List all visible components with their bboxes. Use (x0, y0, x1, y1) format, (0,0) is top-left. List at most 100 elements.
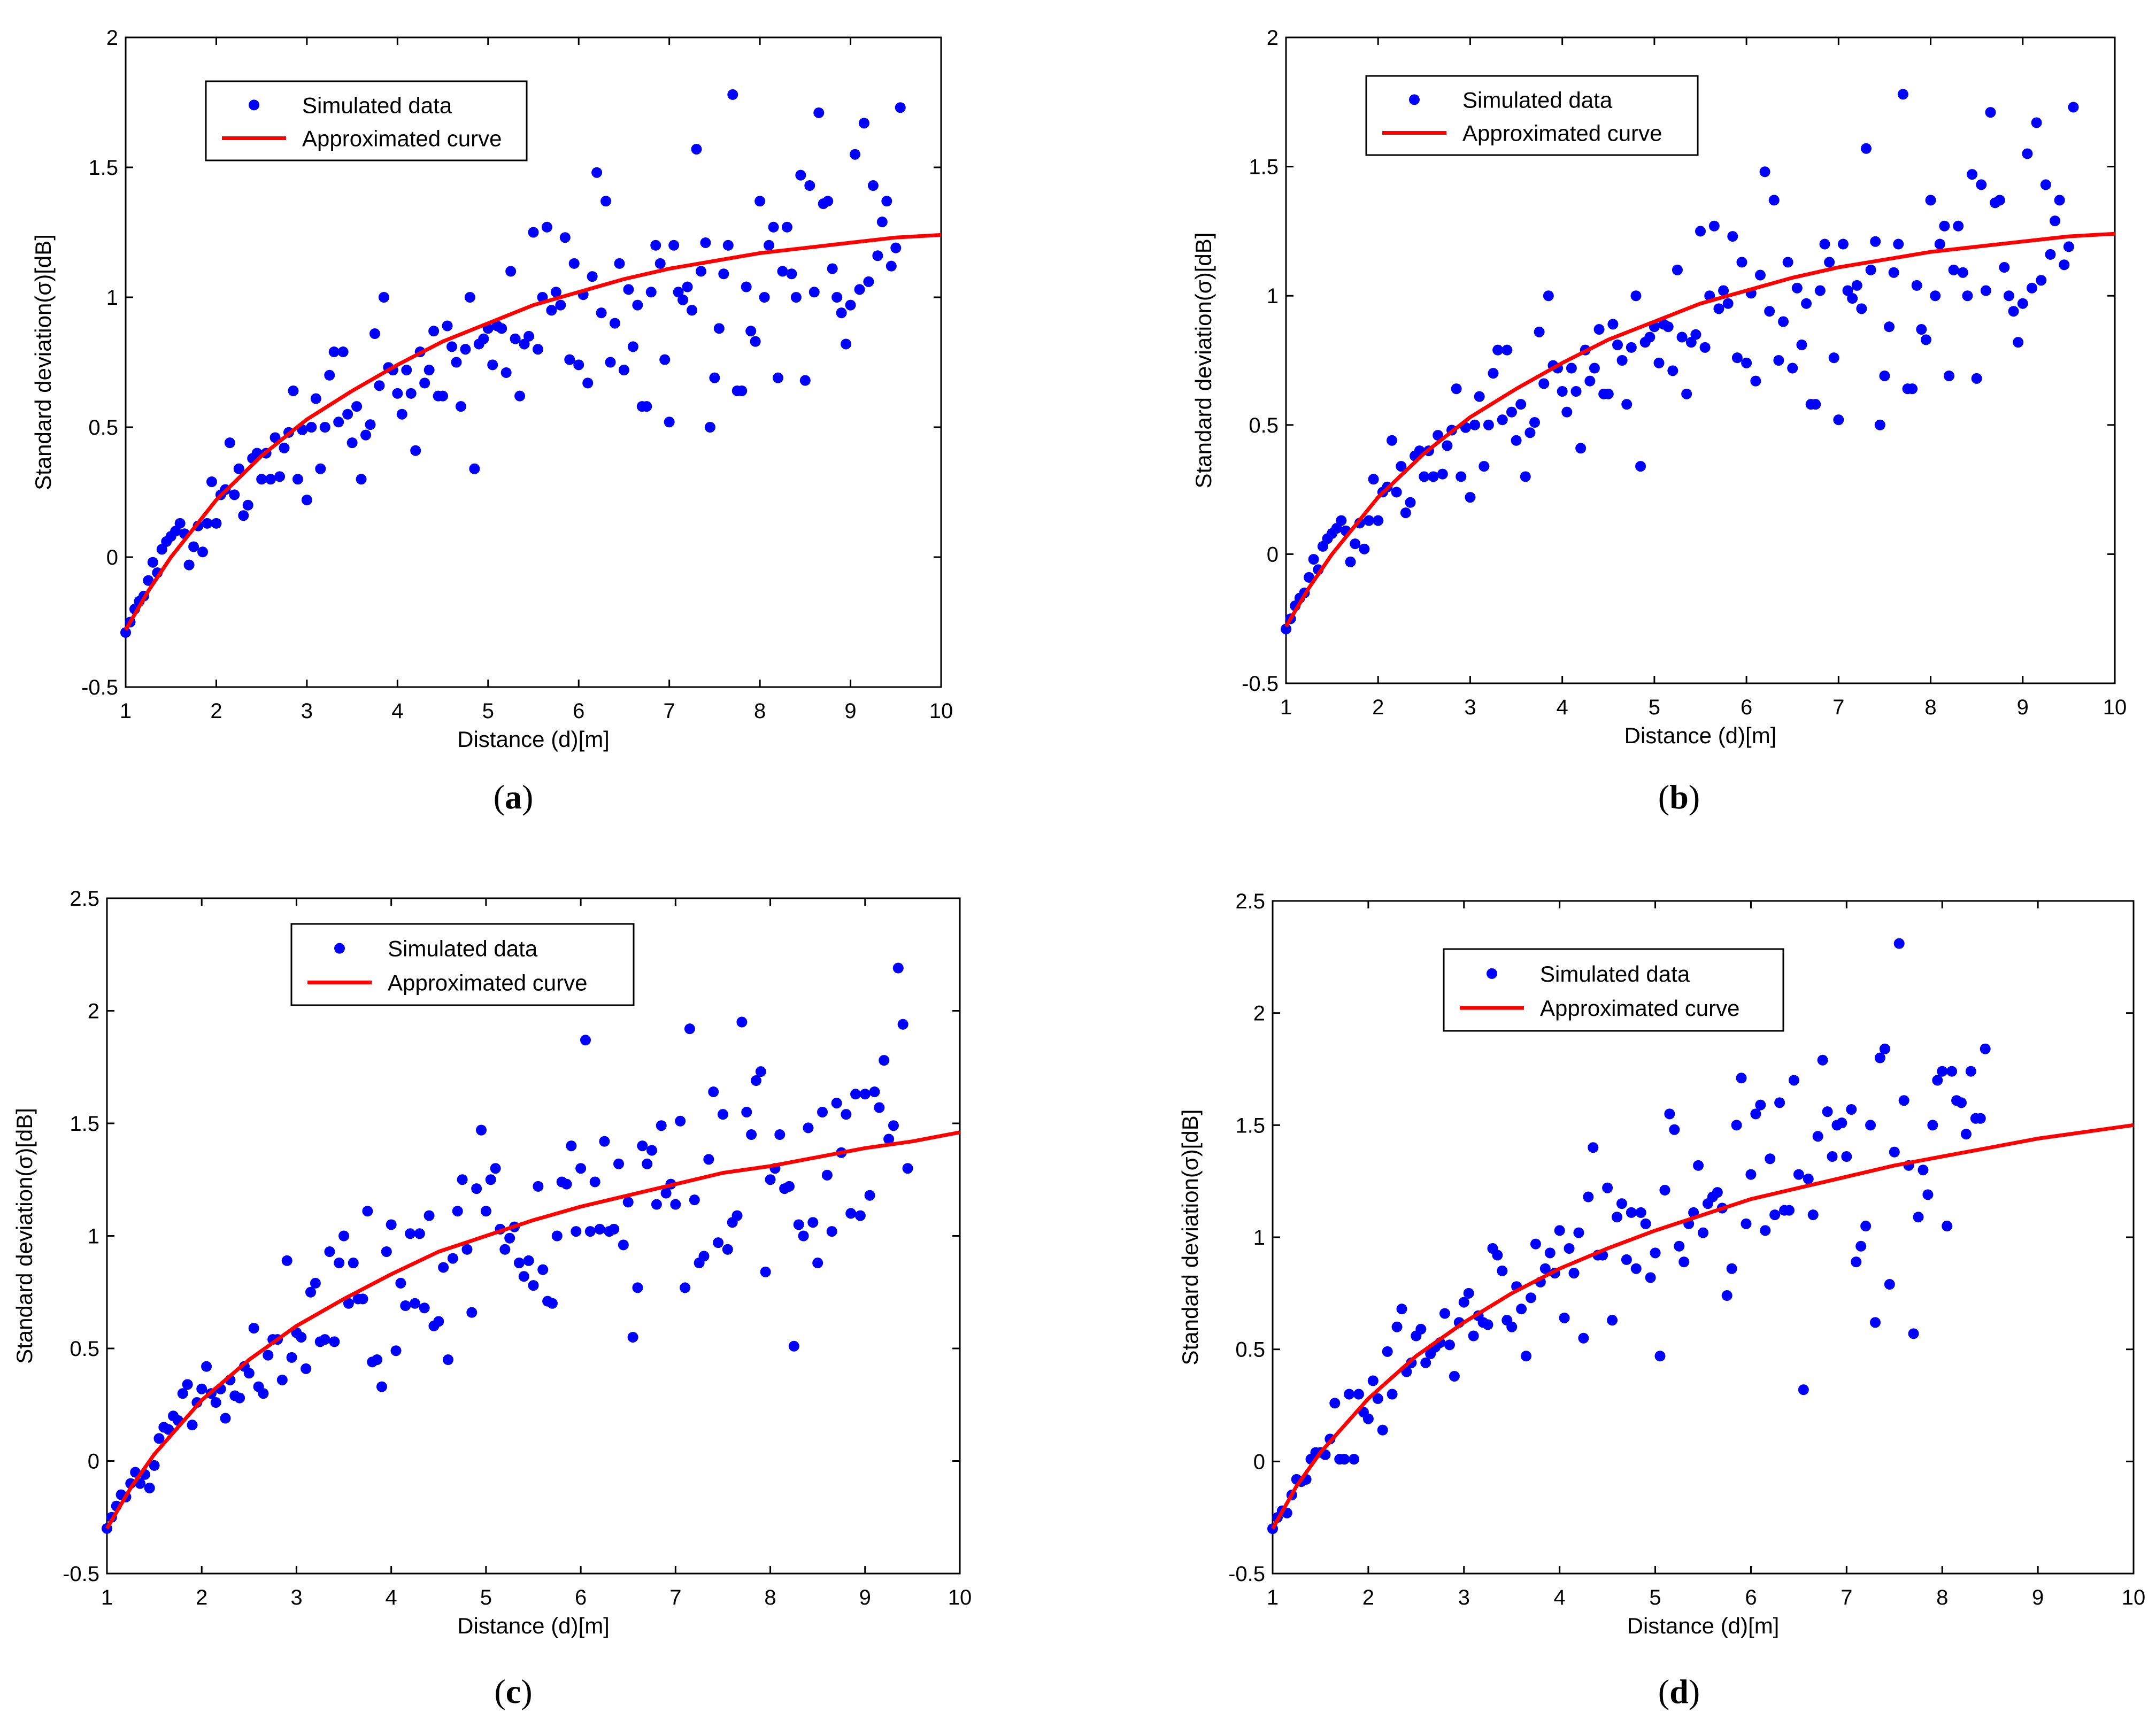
data-point (680, 1282, 691, 1293)
x-tick-label: 8 (1924, 696, 1936, 719)
x-tick-label: 7 (669, 1586, 681, 1609)
legend-box (205, 80, 528, 161)
data-point (1782, 257, 1793, 268)
data-point (533, 1181, 544, 1192)
y-tick-label: -0.5 (63, 1562, 99, 1586)
x-tick-label: 2 (1362, 1586, 1374, 1609)
legend-marker-simulated (334, 943, 345, 954)
data-point (351, 401, 363, 412)
data-point (555, 299, 566, 311)
data-point (1653, 357, 1665, 368)
data-point (881, 196, 892, 207)
data-point (722, 240, 734, 251)
data-point (1793, 1169, 1804, 1180)
data-point (795, 169, 806, 181)
data-point (1976, 179, 1987, 190)
data-point (700, 237, 711, 248)
data-point (622, 1197, 634, 1208)
y-tick-label: 0 (88, 1450, 99, 1474)
data-point (781, 221, 792, 233)
data-point (233, 463, 244, 474)
data-point (888, 1120, 899, 1131)
data-point (446, 341, 457, 352)
data-point (310, 1277, 321, 1289)
data-point (1468, 1330, 1479, 1341)
data-point (202, 518, 213, 529)
y-tick-label: 0.5 (1249, 414, 1279, 437)
x-tick-label: 9 (2032, 1586, 2044, 1609)
data-point (600, 196, 612, 207)
data-point (573, 359, 584, 371)
data-point (243, 1368, 255, 1379)
data-point (641, 401, 652, 412)
data-point (1534, 326, 1545, 337)
data-point (478, 333, 489, 344)
data-point (695, 266, 706, 277)
data-point (1814, 285, 1826, 296)
data-point (596, 307, 607, 319)
data-point (677, 294, 689, 305)
y-tick-label: 1.5 (1249, 156, 1279, 179)
data-point (1937, 1066, 1948, 1077)
data-point (812, 1258, 823, 1269)
data-point (438, 1262, 449, 1273)
data-point (1727, 231, 1738, 242)
data-point (343, 1298, 354, 1309)
data-point (1669, 1124, 1680, 1135)
data-point (879, 1055, 890, 1066)
data-point (1731, 1120, 1742, 1131)
data-point (234, 1392, 245, 1404)
legend: Simulated data Approximated curve (1365, 75, 1699, 156)
data-point (1644, 331, 1656, 343)
x-tick-label: 5 (1649, 1586, 1661, 1609)
data-point (1526, 1292, 1536, 1304)
data-point (1474, 391, 1485, 402)
data-point (1927, 1120, 1938, 1131)
data-point (1520, 471, 1531, 482)
data-point (618, 365, 629, 376)
x-tick-label: 1 (1267, 1586, 1279, 1609)
series-approximated-curve (124, 233, 942, 631)
data-point (1967, 169, 1978, 180)
data-point (333, 417, 344, 428)
data-point (428, 326, 440, 337)
legend-label-approximated: Approximated curve (1540, 996, 1740, 1021)
panel-caption: (a) (494, 778, 534, 816)
data-point (627, 341, 638, 352)
data-point (1788, 1075, 1799, 1086)
data-point (528, 1280, 539, 1291)
data-point (1750, 1108, 1761, 1120)
data-point (1897, 89, 1908, 100)
data-point (1465, 492, 1476, 503)
data-point (1616, 355, 1628, 366)
data-point (120, 627, 131, 638)
data-point (876, 217, 888, 228)
data-point (153, 1433, 165, 1444)
data-point (1449, 1370, 1460, 1382)
data-point (419, 1302, 430, 1314)
data-point (745, 326, 757, 337)
data-point (1861, 143, 1872, 154)
data-point (2013, 337, 2024, 348)
data-point (2003, 290, 2014, 302)
data-point (750, 1075, 761, 1086)
data-point (1985, 107, 1996, 118)
data-point (329, 1336, 340, 1347)
x-tick-label: 6 (1741, 696, 1752, 719)
x-tick-label: 10 (2122, 1586, 2146, 1609)
data-point (305, 1286, 317, 1298)
x-tick-label: 8 (1936, 1586, 1948, 1609)
data-point (1511, 435, 1522, 446)
data-point (582, 377, 594, 389)
data-point (1836, 1117, 1847, 1129)
x-tick-label: 5 (1649, 696, 1660, 719)
legend-box (1365, 75, 1699, 156)
data-point (645, 287, 657, 298)
data-point (727, 89, 738, 100)
data-point (850, 1089, 861, 1100)
data-point (274, 471, 286, 482)
data-point (324, 369, 335, 381)
data-point (466, 1307, 478, 1318)
data-point (342, 408, 353, 420)
data-point (1741, 357, 1752, 368)
